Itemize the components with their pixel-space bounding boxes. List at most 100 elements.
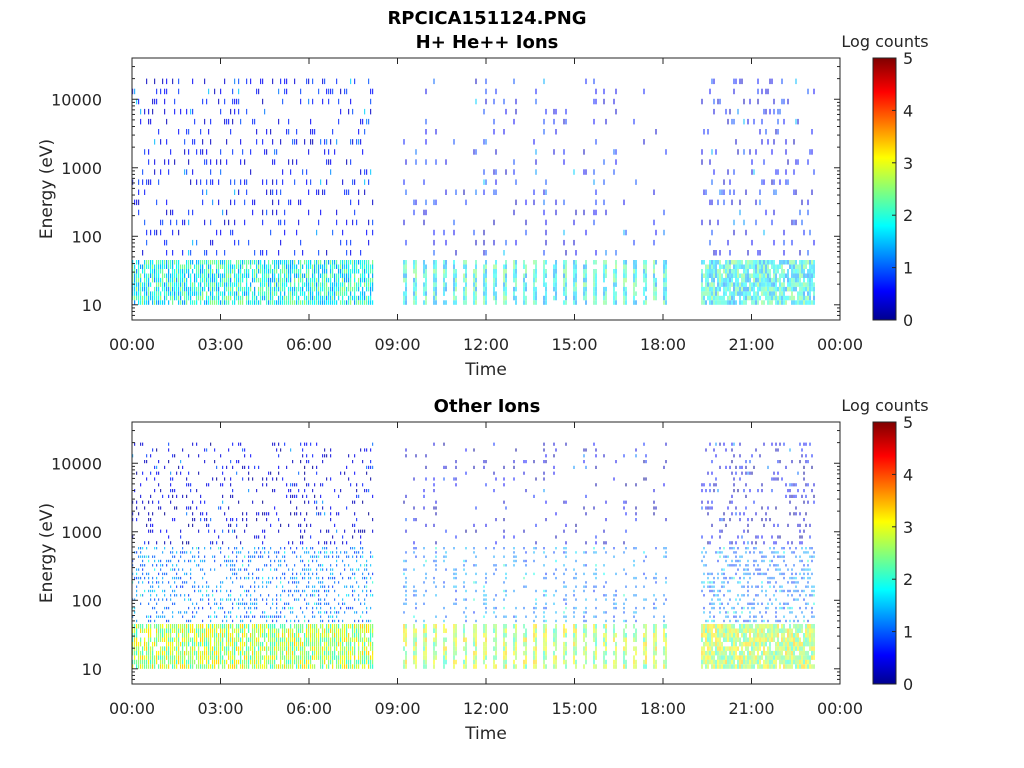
heatmap-cell xyxy=(184,219,186,226)
heatmap-cell xyxy=(663,277,665,283)
heatmap-cell xyxy=(787,260,789,265)
heatmap-cell xyxy=(310,633,312,638)
heatmap-cell xyxy=(495,189,497,195)
heatmap-cell xyxy=(811,286,813,292)
heatmap-cell xyxy=(723,282,725,287)
heatmap-cell xyxy=(226,589,228,593)
heatmap-cell xyxy=(765,260,767,265)
heatmap-cell xyxy=(264,628,266,633)
heatmap-cell xyxy=(735,300,737,305)
heatmap-cell xyxy=(168,269,170,274)
heatmap-cell xyxy=(232,659,234,665)
heatmap-cell xyxy=(184,598,186,601)
heatmap-cell xyxy=(763,277,765,283)
heatmap-cell xyxy=(425,209,427,216)
heatmap-cell xyxy=(739,295,741,301)
heatmap-cell xyxy=(771,179,773,185)
heatmap-cell xyxy=(563,286,565,292)
heatmap-cell xyxy=(264,564,266,567)
heatmap-cell xyxy=(208,585,210,588)
heatmap-cell xyxy=(791,273,793,278)
heatmap-cell xyxy=(729,282,731,287)
heatmap-cell xyxy=(443,300,445,305)
heatmap-cell xyxy=(202,512,204,516)
heatmap-cell xyxy=(364,295,366,301)
heatmap-cell xyxy=(220,606,222,610)
heatmap-cell xyxy=(264,264,266,269)
heatmap-cell xyxy=(176,637,178,642)
heatmap-cell xyxy=(330,448,332,452)
heatmap-cell xyxy=(300,460,302,464)
heatmap-cell xyxy=(184,269,186,274)
heatmap-cell xyxy=(254,641,256,647)
heatmap-cell xyxy=(364,129,366,135)
heatmap-cell xyxy=(340,269,342,274)
heatmap-cell xyxy=(308,568,310,571)
heatmap-cell xyxy=(270,295,272,301)
heatmap-cell xyxy=(218,269,220,274)
heatmap-cell xyxy=(264,633,266,638)
heatmap-cell xyxy=(220,282,222,287)
heatmap-cell xyxy=(342,535,344,539)
heatmap-cell xyxy=(180,264,182,269)
heatmap-cell xyxy=(475,295,477,301)
heatmap-cell xyxy=(254,659,256,665)
heatmap-cell xyxy=(719,269,721,274)
heatmap-cell xyxy=(232,628,234,633)
heatmap-cell xyxy=(262,541,264,545)
heatmap-cell xyxy=(777,277,779,283)
heatmap-cell xyxy=(330,454,332,458)
heatmap-cell xyxy=(294,637,296,642)
heatmap-cell xyxy=(362,273,364,278)
heatmap-cell xyxy=(290,277,292,283)
heatmap-cell xyxy=(358,300,360,305)
heatmap-cell xyxy=(160,564,162,567)
heatmap-cell xyxy=(354,650,356,656)
heatmap-cell xyxy=(262,277,264,283)
heatmap-cell xyxy=(320,585,322,588)
heatmap-cell xyxy=(405,264,407,269)
heatmap-cell xyxy=(184,581,186,584)
heatmap-cell xyxy=(276,633,278,638)
heatmap-cell xyxy=(210,239,212,246)
heatmap-cell xyxy=(623,277,625,283)
heatmap-cell xyxy=(188,129,190,135)
heatmap-cell xyxy=(799,250,801,256)
heatmap-cell xyxy=(711,277,713,283)
heatmap-cell xyxy=(148,581,150,584)
heatmap-cell xyxy=(735,269,737,274)
heatmap-cell xyxy=(795,260,797,265)
heatmap-cell xyxy=(242,291,244,296)
heatmap-cell xyxy=(298,471,300,475)
heatmap-cell xyxy=(230,637,232,642)
heatmap-cell xyxy=(246,179,248,185)
heatmap-cell xyxy=(613,269,615,274)
heatmap-cell xyxy=(154,664,156,669)
heatmap-cell xyxy=(152,269,154,274)
heatmap-cell xyxy=(358,598,360,601)
heatmap-cell xyxy=(555,199,557,206)
heatmap-cell xyxy=(753,260,755,265)
heatmap-cell xyxy=(565,273,567,278)
heatmap-cell xyxy=(761,291,763,296)
heatmap-cell xyxy=(727,295,729,301)
heatmap-cell xyxy=(264,291,266,296)
heatmap-cell xyxy=(288,641,290,647)
heatmap-cell xyxy=(290,483,292,487)
heatmap-cell xyxy=(184,291,186,296)
heatmap-cell xyxy=(358,529,360,533)
heatmap-cell xyxy=(330,551,332,554)
heatmap-cell xyxy=(144,637,146,642)
heatmap-cell xyxy=(741,277,743,283)
heatmap-cell xyxy=(292,655,294,660)
heatmap-cell xyxy=(262,646,264,651)
heatmap-cell xyxy=(308,295,310,301)
heatmap-cell xyxy=(154,606,156,610)
heatmap-cell xyxy=(230,576,232,580)
heatmap-cell xyxy=(655,260,657,265)
colorbar-tick-label: 1 xyxy=(903,259,913,278)
heatmap-cell xyxy=(543,264,545,269)
heatmap-cell xyxy=(727,260,729,265)
heatmap-cell xyxy=(737,264,739,269)
heatmap-cell xyxy=(342,641,344,647)
